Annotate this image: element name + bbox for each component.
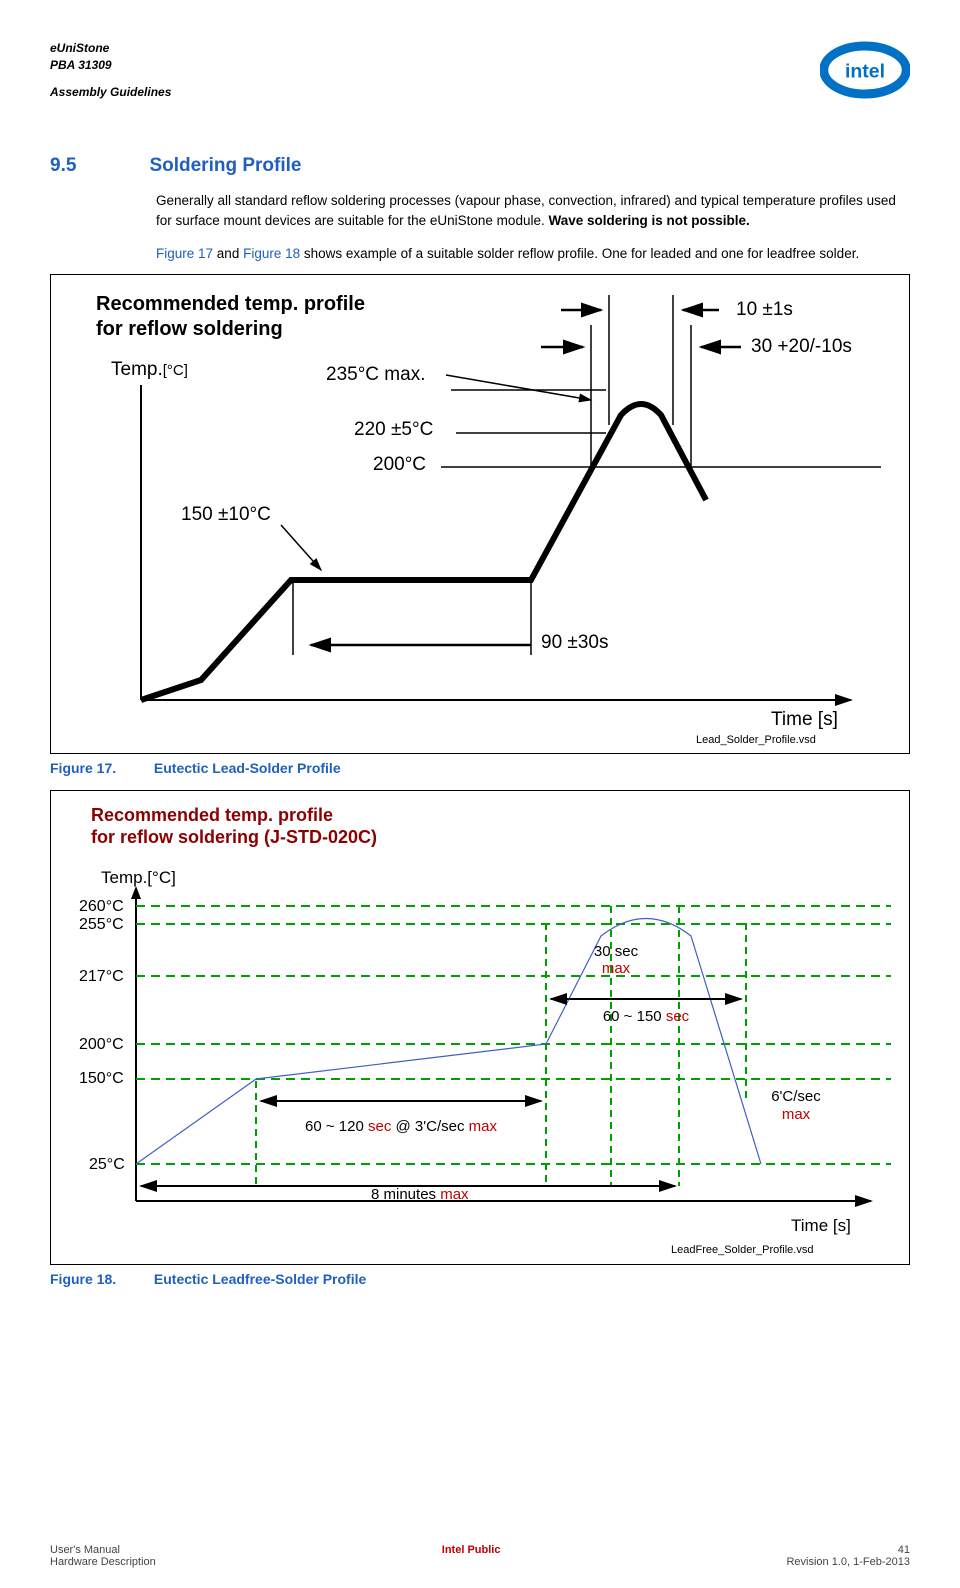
footer-left: User's Manual Hardware Description <box>50 1544 156 1568</box>
fig17-10s: 10 ±1s <box>736 299 793 320</box>
link-figure-17[interactable]: Figure 17 <box>156 246 213 261</box>
figure-17-svg: Recommended temp. profile for reflow sol… <box>51 275 910 754</box>
fig17-title-l1: Recommended temp. profile <box>96 293 365 315</box>
section-title: Soldering Profile <box>149 155 301 177</box>
paragraph-1: Generally all standard reflow soldering … <box>156 191 910 230</box>
fig17-title-l2: for reflow soldering <box>96 318 283 340</box>
fig17-y-label: Temp.[°C] <box>111 359 188 380</box>
footer-right: 41 Revision 1.0, 1-Feb-2013 <box>786 1544 910 1568</box>
page-footer: User's Manual Hardware Description Intel… <box>50 1544 910 1568</box>
fig18-cap-num: Figure 18. <box>50 1271 150 1287</box>
footer-mid: Intel Public <box>442 1544 501 1568</box>
fig18-title-l1: Recommended temp. profile <box>91 805 333 825</box>
link-figure-18[interactable]: Figure 18 <box>243 246 300 261</box>
fig17-cap-text: Eutectic Lead-Solder Profile <box>154 760 341 776</box>
logo-text: intel <box>845 61 885 83</box>
header-doc: Assembly Guidelines <box>50 84 171 101</box>
figure-18-box: Recommended temp. profile for reflow sol… <box>50 790 910 1265</box>
fig17-cap-num: Figure 17. <box>50 760 150 776</box>
fig18-src: LeadFree_Solder_Profile.vsd <box>671 1244 813 1256</box>
fig17-profile-curve <box>141 404 706 700</box>
fig18-8min: 8 minutes max <box>371 1186 469 1203</box>
para1-bold: Wave soldering is not possible. <box>548 213 749 228</box>
fig17-x-label: Time [s] <box>771 709 838 730</box>
fig18-cap-text: Eutectic Leadfree-Solder Profile <box>154 1271 366 1287</box>
intel-logo: intel <box>820 40 910 105</box>
paragraph-2: Figure 17 and Figure 18 shows example of… <box>156 244 910 264</box>
header-text-block: eUniStone PBA 31309 Assembly Guidelines <box>50 40 171 100</box>
section-number: 9.5 <box>50 155 145 177</box>
figure-18-svg: Recommended temp. profile for reflow sol… <box>51 791 910 1265</box>
header-part: PBA 31309 <box>50 57 171 74</box>
fig18-60-150: 60 ~ 150 sec <box>603 1008 690 1025</box>
fig18-30sec-l2: max <box>602 960 631 977</box>
fig18-title-l2: for reflow soldering (J-STD-020C) <box>91 827 377 847</box>
page-header: eUniStone PBA 31309 Assembly Guidelines … <box>50 40 910 105</box>
footer-left-l2: Hardware Description <box>50 1556 156 1568</box>
fig18-y-label: Temp.[°C] <box>101 868 176 887</box>
header-product: eUniStone <box>50 40 171 57</box>
fig18-rate-l1: 6'C/sec <box>771 1088 821 1105</box>
fig18-217: 217°C <box>79 968 124 985</box>
para2b: and <box>213 246 243 261</box>
fig17-150: 150 ±10°C <box>181 504 271 525</box>
fig17-200: 200°C <box>373 454 426 475</box>
fig17-220: 220 ±5°C <box>354 419 433 440</box>
fig18-rate-l2: max <box>782 1106 811 1123</box>
footer-left-l1: User's Manual <box>50 1544 156 1556</box>
fig18-260: 260°C <box>79 898 124 915</box>
figure-18-caption: Figure 18. Eutectic Leadfree-Solder Prof… <box>50 1271 910 1287</box>
para1-text: Generally all standard reflow soldering … <box>156 193 896 228</box>
footer-page-num: 41 <box>786 1544 910 1556</box>
fig18-150: 150°C <box>79 1070 124 1087</box>
fig17-src: Lead_Solder_Profile.vsd <box>696 734 816 746</box>
fig18-25: 25°C <box>89 1156 125 1173</box>
para2d: shows example of a suitable solder reflo… <box>300 246 859 261</box>
fig18-255: 255°C <box>79 916 124 933</box>
section-heading: 9.5 Soldering Profile <box>50 155 910 177</box>
fig17-30s: 30 +20/-10s <box>751 336 852 357</box>
fig18-200: 200°C <box>79 1036 124 1053</box>
figure-17-box: Recommended temp. profile for reflow sol… <box>50 274 910 754</box>
fig17-90s: 90 ±30s <box>541 632 608 653</box>
fig18-x-label: Time [s] <box>791 1216 851 1235</box>
fig18-30sec-l1: 30 sec <box>594 943 639 960</box>
fig18-60-120: 60 ~ 120 sec @ 3'C/sec max <box>305 1118 497 1135</box>
footer-revision: Revision 1.0, 1-Feb-2013 <box>786 1556 910 1568</box>
figure-17-caption: Figure 17. Eutectic Lead-Solder Profile <box>50 760 910 776</box>
fig17-235: 235°C max. <box>326 364 425 385</box>
